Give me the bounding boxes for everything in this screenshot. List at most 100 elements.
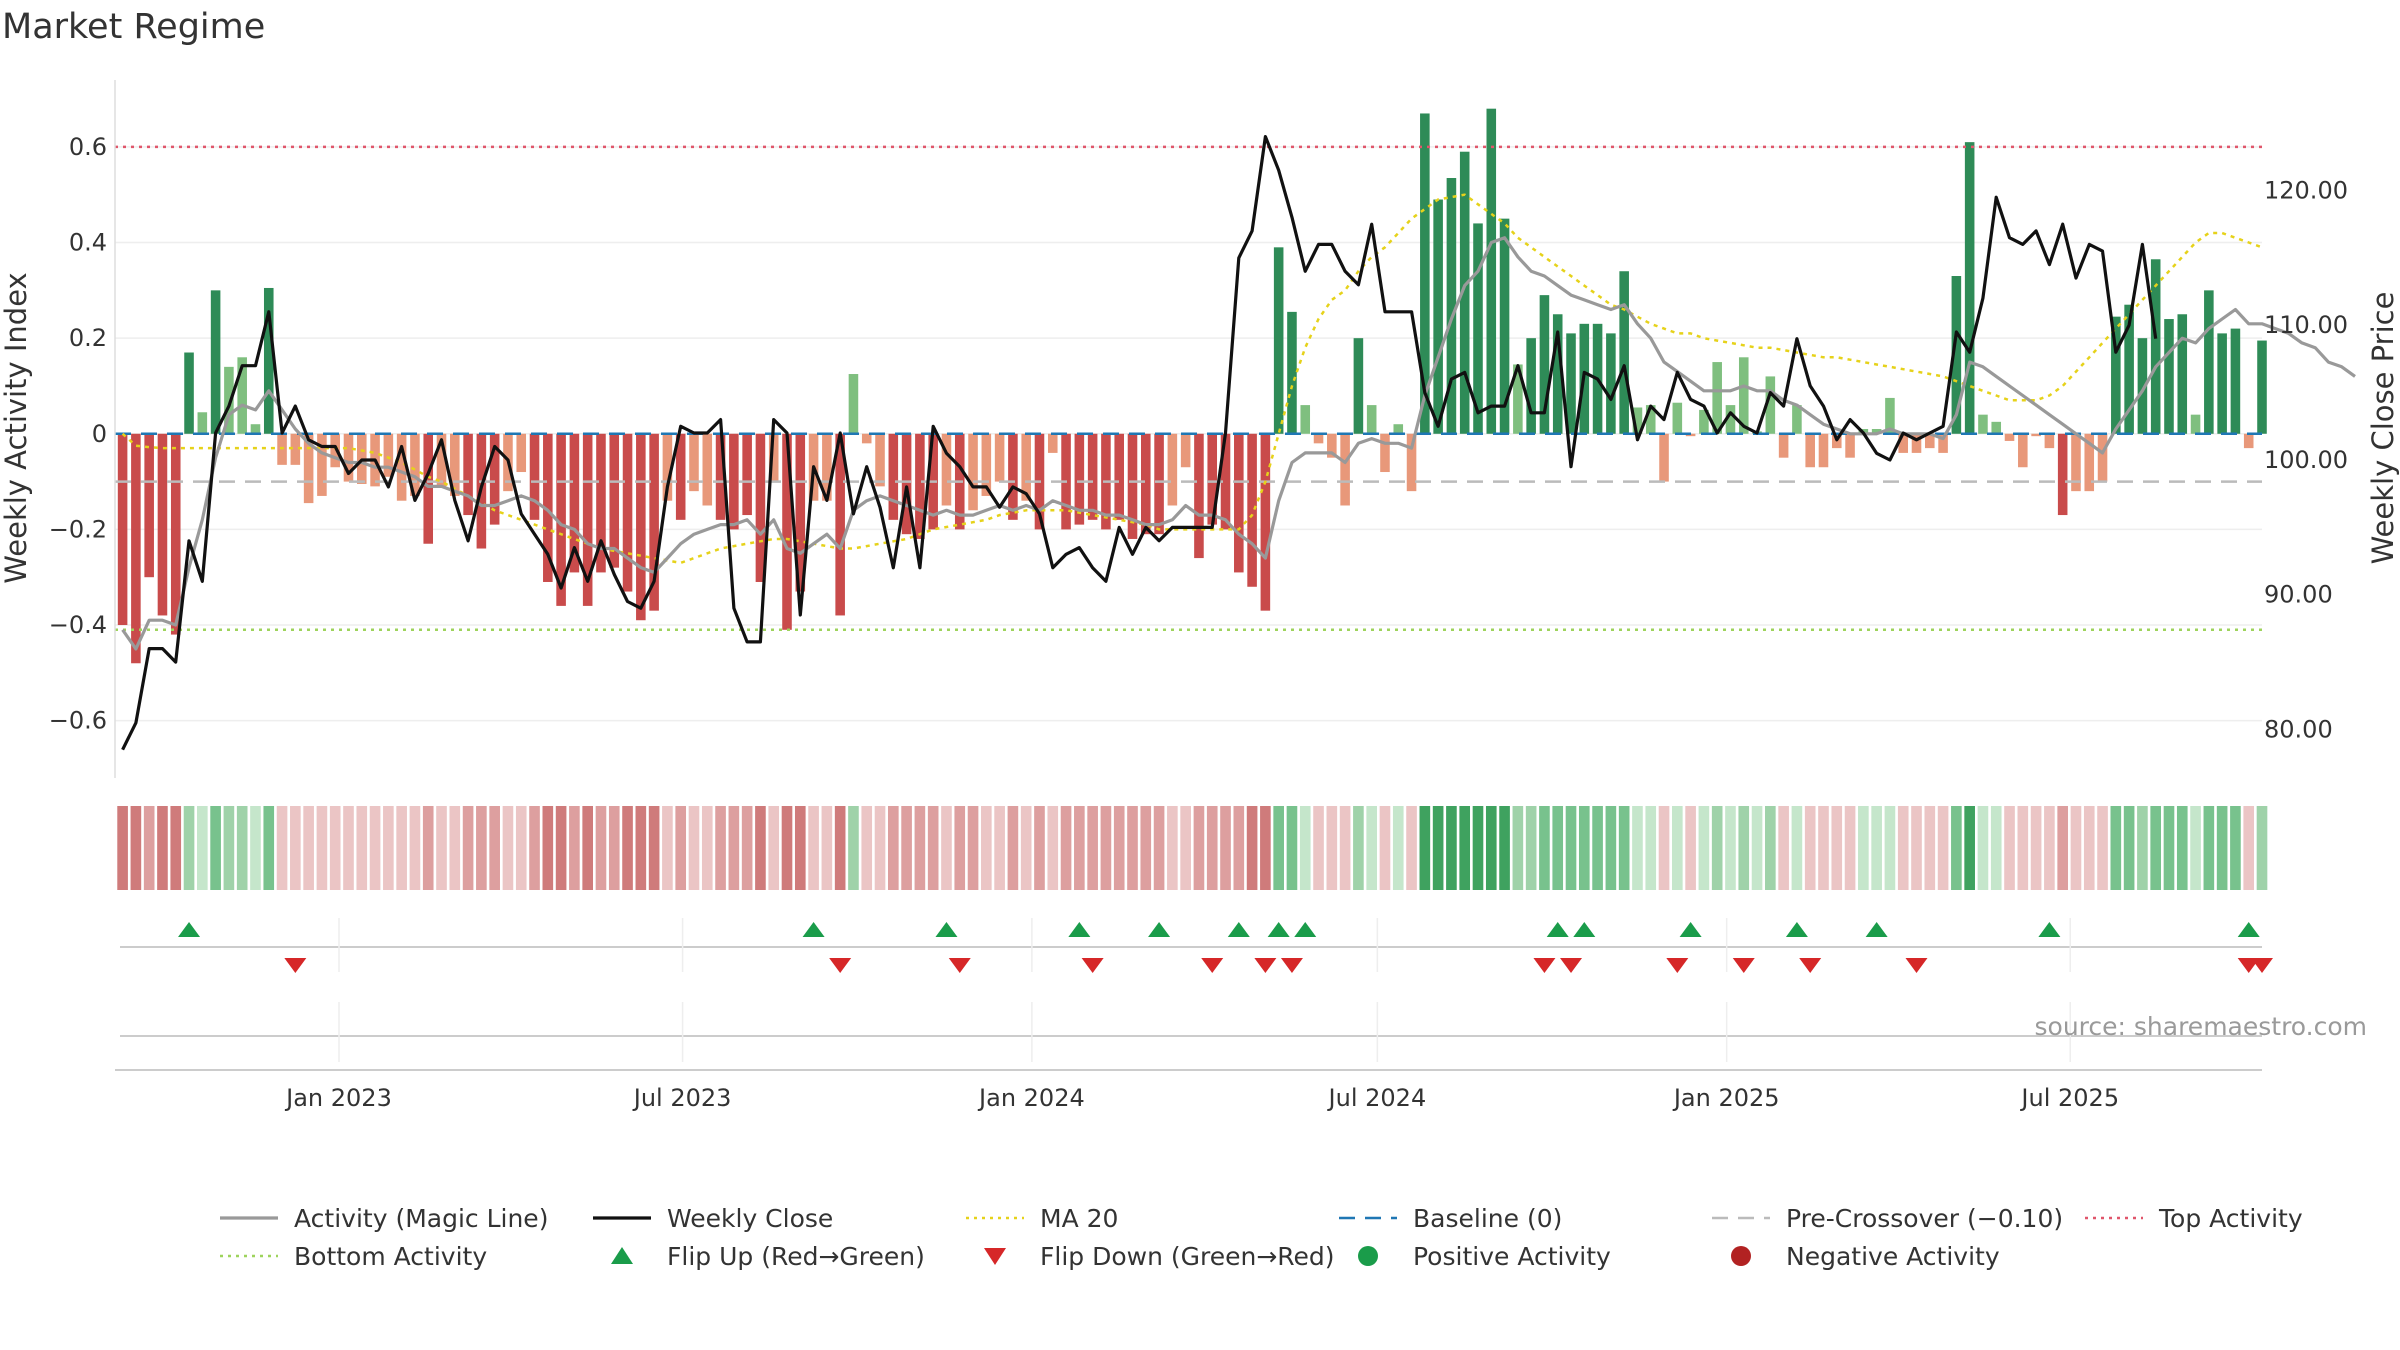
y-axis-right-title: Weekly Close Price [2366, 292, 2400, 565]
activity-bar [1645, 405, 1656, 434]
regime-strip-cell [276, 806, 288, 890]
activity-bar [596, 433, 606, 573]
y-left-tick-label: 0 [92, 420, 107, 448]
activity-bar [1818, 433, 1829, 468]
regime-strip-cell [2150, 806, 2162, 890]
regime-strip-cell [1645, 806, 1657, 890]
regime-strip-cell [1140, 806, 1152, 890]
legend-label: Flip Up (Red→Green) [667, 1242, 925, 1271]
activity-bar [2044, 433, 2055, 449]
activity-bar [1619, 271, 1629, 434]
legend-item: Bottom Activity [220, 1242, 487, 1271]
activity-bar [636, 433, 646, 621]
x-tick-label: Jan 2024 [977, 1084, 1085, 1112]
activity-bar [782, 433, 792, 630]
regime-strip-cell [449, 806, 461, 890]
legend-label: Bottom Activity [294, 1242, 487, 1271]
regime-strip-cell [834, 806, 846, 890]
regime-strip-cell [1897, 806, 1909, 890]
flip-up-marker [1546, 922, 1569, 937]
activity-bar [263, 287, 274, 434]
regime-strip-cell [250, 806, 261, 890]
regime-strip-cell [569, 806, 580, 890]
regime-strip-cell [1313, 806, 1324, 890]
flip-down-marker [1081, 958, 1104, 973]
activity-bar [1087, 433, 1098, 520]
regime-strip-cell [2216, 806, 2228, 890]
activity-bar [1499, 218, 1510, 434]
regime-strip-cell [728, 806, 740, 890]
regime-strip-cell [1924, 806, 1936, 890]
activity-bar [489, 433, 500, 525]
activity-bar [768, 433, 779, 482]
y-left-tick-label: 0.2 [69, 324, 107, 352]
regime-strip-cell [383, 806, 394, 890]
regime-strip-cell [1765, 806, 1776, 890]
activity-bar [1659, 433, 1669, 482]
x-tick-label: Jan 2025 [1672, 1084, 1780, 1112]
regime-strip-cell [2190, 806, 2201, 890]
regime-strip-cell [1193, 806, 1205, 890]
regime-strip-cell [197, 806, 208, 890]
activity-bar [1938, 433, 1948, 453]
activity-bar [1194, 433, 1204, 559]
flip-down-marker [1732, 958, 1755, 973]
regime-strip-cell [781, 806, 793, 890]
activity-bar [848, 374, 859, 434]
activity-bar [543, 433, 553, 582]
activity-bar [1765, 376, 1776, 434]
activity-bar [1552, 314, 1563, 434]
regime-strip-cell [1525, 806, 1537, 890]
regime-strip-cell [502, 806, 514, 890]
activity-bar [1964, 142, 1975, 434]
regime-strip-cell [1672, 806, 1683, 890]
activity-bar [1021, 433, 1031, 501]
activity-bar [1207, 433, 1218, 525]
activity-bar [1871, 429, 1882, 434]
regime-strip-cell [1565, 806, 1577, 890]
regime-strip-cell [1353, 806, 1364, 890]
activity-bar [861, 433, 872, 444]
flip-up-marker [1573, 922, 1596, 937]
legend-label: Positive Activity [1413, 1242, 1611, 1271]
regime-strip-cell [808, 806, 819, 890]
legend-label: Activity (Magic Line) [294, 1204, 548, 1233]
regime-strip-cell [941, 806, 952, 890]
activity-bar [1420, 113, 1430, 434]
regime-strip-cell [848, 806, 859, 890]
regime-strip-cell [1605, 806, 1617, 890]
regime-strip-cell [648, 806, 660, 890]
activity-bar [450, 433, 460, 496]
y-right-tick-label: 100.00 [2264, 446, 2348, 474]
activity-bar [1845, 433, 1855, 458]
flip-up-marker [1148, 922, 1171, 937]
regime-strip-cell [1432, 806, 1444, 890]
regime-strip-cell [1020, 806, 1032, 890]
axes: 0.6 0.4 0.2 0 −0.2 −0.4 −0.6 120.00 110.00 100.00… [49, 80, 2348, 778]
regime-strip-cell [1990, 806, 2002, 890]
flip-up-marker [1227, 922, 1250, 937]
activity-bar [436, 433, 447, 487]
activity-bar [981, 433, 992, 496]
activity-bar [237, 357, 247, 434]
flip-up-marker [802, 922, 825, 937]
regime-strip-cell [994, 806, 1005, 890]
magic-line [121, 236, 2356, 651]
regime-strip-cell [1260, 806, 1271, 890]
activity-bar [1672, 402, 1683, 434]
regime-strip-cell [1844, 806, 1856, 890]
flip-up-marker [1068, 922, 1091, 937]
regime-strip-cell [1246, 806, 1258, 890]
regime-strip-cell [1818, 806, 1829, 890]
activity-bar [1925, 433, 1935, 449]
activity-bar [875, 433, 885, 487]
activity-bar [1792, 405, 1802, 434]
regime-strip-cell [422, 806, 434, 890]
regime-strip-cell [1977, 806, 1989, 890]
flip-down-marker [1560, 958, 1583, 973]
flip-up-marker [2237, 922, 2260, 937]
regime-strip-cell [1804, 806, 1816, 890]
activity-bar [463, 433, 473, 516]
